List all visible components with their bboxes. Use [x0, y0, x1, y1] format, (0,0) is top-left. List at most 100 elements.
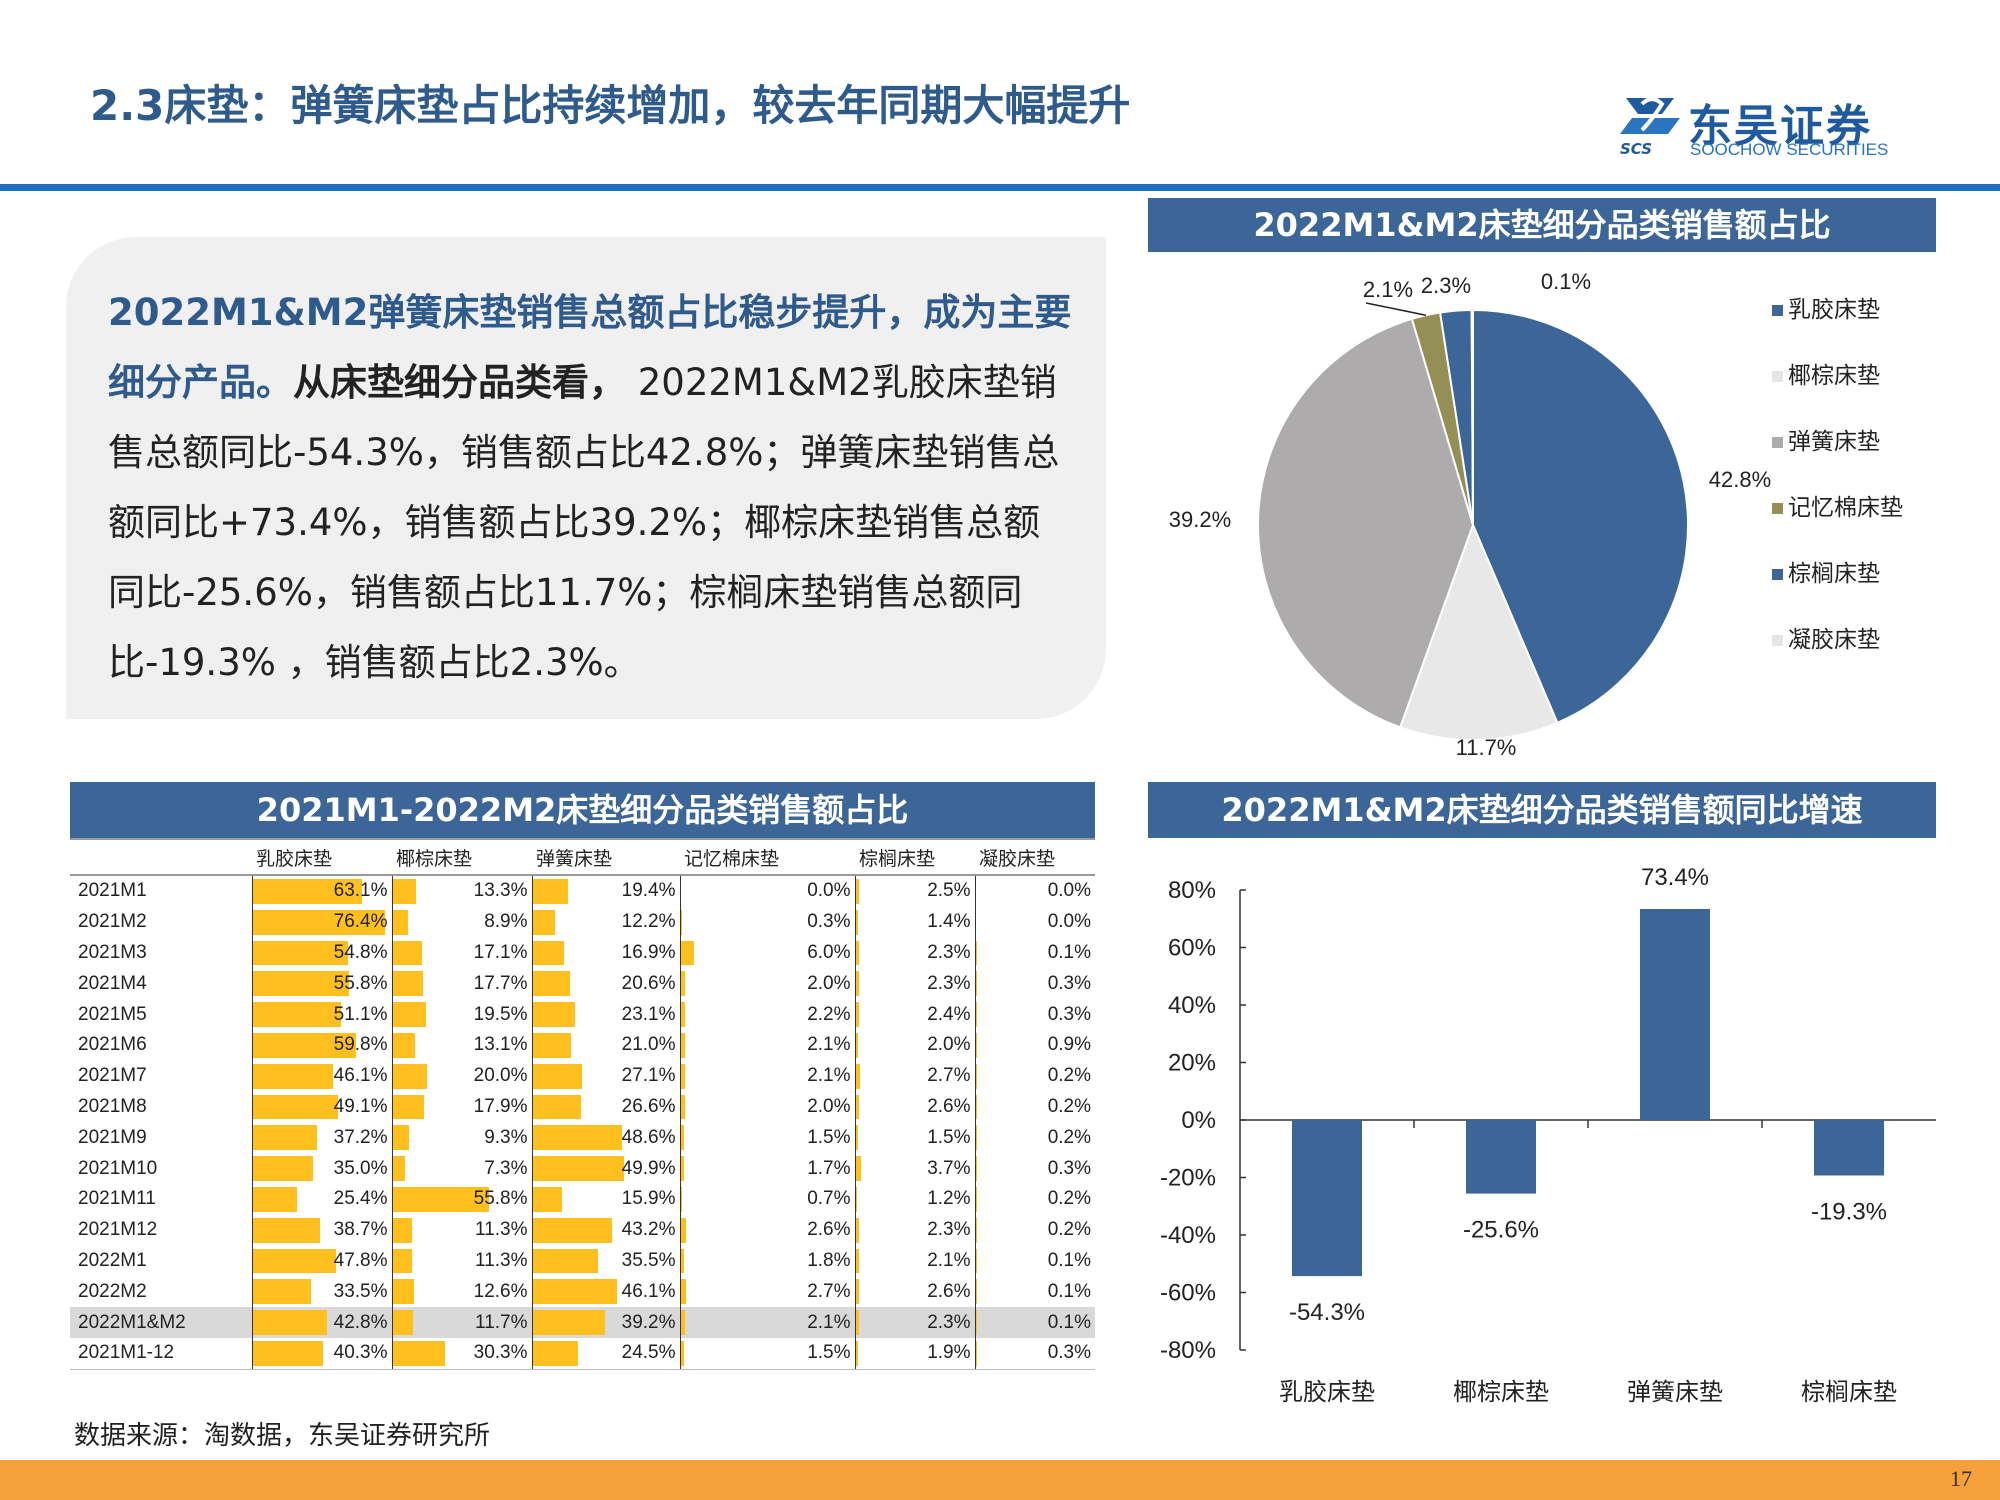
y-tick-label: -60% [1160, 1280, 1216, 1307]
table-cell-value: 2.6% [927, 1095, 971, 1117]
table-cell: 2.7% [679, 1276, 855, 1308]
y-tick-label: -40% [1160, 1222, 1216, 1249]
table-cell: 1.9% [854, 1337, 975, 1370]
table-cell-bar [532, 1094, 582, 1120]
table-cell-value: 0.7% [807, 1188, 851, 1210]
table-cell: 1.7% [679, 1153, 855, 1184]
table-cell-bar [855, 1279, 860, 1305]
table-cell: 2.3% [854, 937, 975, 969]
pie-chart-header: 2022M1&M2床垫细分品类销售额占比 [1148, 198, 1936, 252]
table-cell: 0.2% [974, 1183, 1095, 1215]
table-cell-value: 13.3% [473, 880, 528, 902]
table-cell: 13.3% [391, 875, 532, 907]
table-cell: 54.8% [251, 937, 392, 969]
table-cell: 19.4% [531, 875, 680, 907]
table-cell-bar [680, 940, 694, 966]
table-cell-bar [680, 1094, 685, 1120]
table-cell-bar [855, 1125, 858, 1151]
table-cell-bar [252, 1156, 314, 1181]
table-cell-value: 54.8% [333, 941, 388, 963]
table-row: 2021M4 55.8% 17.7% 20.6% 2.0% 2.3% 0.3% [70, 968, 1095, 1000]
y-tick-label: 60% [1168, 935, 1216, 962]
table-cell-value: 2.1% [807, 1034, 851, 1056]
bar-value-label: -25.6% [1463, 1217, 1539, 1244]
table-cell-bar [855, 1186, 858, 1212]
share-table: 乳胶床垫 椰棕床垫 弹簧床垫 记忆棉床垫 棕榈床垫 凝胶床垫 2021M1 63.1% 13.… [70, 838, 1095, 1370]
table-row: 2021M10 35.0% 7.3% 49.9% 1.7% 3.7% 0.3% [70, 1153, 1095, 1184]
table-cell-bar [680, 1248, 685, 1274]
table-cell-value: 0.3% [1047, 1157, 1091, 1179]
table-cell-value: 48.6% [621, 1126, 676, 1148]
table-cell-bar [532, 1063, 583, 1089]
table-row-label: 2021M10 [78, 1157, 158, 1179]
table-cell: 2.3% [854, 1214, 975, 1246]
table-cell: 1.4% [854, 906, 975, 938]
table-cell: 63.1% [251, 875, 392, 907]
company-logo: SCS 东吴证券 SOOCHOW SECURITIES [1618, 90, 1898, 160]
pie-legend-swatch [1772, 503, 1783, 514]
table-cell: 26.6% [531, 1091, 680, 1123]
bar-value-label: 73.4% [1641, 864, 1709, 891]
table-cell: 2.1% [679, 1060, 855, 1092]
table-cell-value: 16.9% [621, 941, 676, 963]
table-cell-value: 1.5% [807, 1126, 851, 1148]
summary-bold: 从床垫细分品类看， [293, 361, 626, 404]
table-cell: 2.4% [854, 999, 975, 1030]
table-cell-bar [252, 940, 348, 966]
table-cell-bar [252, 1310, 327, 1335]
y-tick-label: 0% [1181, 1107, 1216, 1134]
table-cell-bar [252, 1063, 333, 1089]
table-cell-value: 42.8% [333, 1311, 388, 1333]
table-cell: 0.3% [974, 968, 1095, 1000]
table-row: 2021M1-12 40.3% 30.3% 24.5% 1.5% 1.9% 0.3% [70, 1337, 1095, 1370]
table-cell-bar [855, 1032, 859, 1058]
table-corner-header [70, 838, 252, 876]
table-cell: 2.1% [854, 1245, 975, 1277]
table-cell-value: 43.2% [621, 1219, 676, 1241]
table-cell-bar [392, 1310, 413, 1335]
table-cell: 37.2% [251, 1122, 392, 1154]
table-cell: 40.3% [251, 1337, 392, 1370]
table-cell-value: 2.3% [927, 941, 971, 963]
table-cell: 0.0% [974, 906, 1095, 938]
table-cell-value: 0.2% [1047, 1126, 1091, 1148]
table-cell-bar [392, 909, 408, 935]
table-row-label: 2021M1 [78, 880, 147, 902]
table-cell-value: 0.3% [1047, 972, 1091, 994]
table-cell: 3.7% [854, 1153, 975, 1184]
pie-slice [1257, 317, 1475, 729]
table-row: 2021M2 76.4% 8.9% 12.2% 0.3% 1.4% 0.0% [70, 906, 1095, 938]
y-tick-label: 40% [1168, 992, 1216, 1019]
table-cell-value: 0.9% [1047, 1034, 1091, 1056]
y-tick-label: -80% [1160, 1337, 1216, 1364]
table-cell-value: 2.3% [927, 1311, 971, 1333]
table-col-header: 弹簧床垫 [532, 838, 680, 876]
table-cell-value: 2.0% [927, 1034, 971, 1056]
table-cell-value: 1.5% [927, 1126, 971, 1148]
table-cell-value: 12.6% [473, 1280, 528, 1302]
table-row: 2021M12 38.7% 11.3% 43.2% 2.6% 2.3% 0.2% [70, 1214, 1095, 1246]
table-cell-value: 1.9% [927, 1342, 971, 1364]
table-cell-bar [252, 1002, 342, 1027]
pie-slice [1398, 522, 1559, 741]
table-cell-value: 2.7% [807, 1280, 851, 1302]
table-cell: 55.8% [251, 968, 392, 1000]
table-cell: 33.5% [251, 1276, 392, 1308]
table-cell-value: 9.3% [484, 1126, 528, 1148]
table-cell: 0.9% [974, 1029, 1095, 1061]
table-cell-bar [532, 909, 555, 935]
table-cell: 2.1% [679, 1307, 855, 1338]
table-col-header: 凝胶床垫 [975, 838, 1095, 876]
pie-slice-label: 2.3% [1421, 273, 1471, 298]
table-cell-bar [680, 1186, 683, 1212]
table-cell-value: 49.9% [621, 1157, 676, 1179]
pie-legend-swatch [1772, 371, 1783, 382]
table-cell: 43.2% [531, 1214, 680, 1246]
page-title: 2.3床垫：弹簧床垫占比持续增加，较去年同期大幅提升 [90, 81, 1131, 130]
table-cell: 46.1% [251, 1060, 392, 1092]
table-cell-bar [855, 1156, 861, 1181]
table-row: 2021M1 63.1% 13.3% 19.4% 0.0% 2.5% 0.0% [70, 875, 1095, 907]
table-cell-value: 0.1% [1047, 1280, 1091, 1302]
table-cell-bar [855, 971, 859, 997]
table-cell: 76.4% [251, 906, 392, 938]
